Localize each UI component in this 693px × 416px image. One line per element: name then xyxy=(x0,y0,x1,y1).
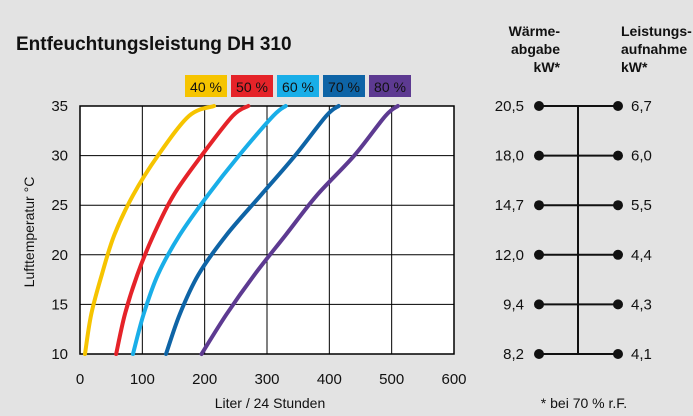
leistung-value: 4,3 xyxy=(631,296,652,313)
dot-right xyxy=(613,101,623,111)
dot-right xyxy=(613,200,623,211)
leistung-value: 6,7 xyxy=(631,98,652,115)
chart-title: Entfeuchtungsleistung DH 310 xyxy=(16,34,292,55)
legend-label: 80 % xyxy=(374,79,406,95)
series-line xyxy=(199,104,400,356)
leistung-value: 6,0 xyxy=(631,148,652,165)
waerme-value: 9,4 xyxy=(503,296,524,313)
dot-left xyxy=(534,200,544,211)
data-series xyxy=(82,104,400,356)
x-tick-label: 0 xyxy=(76,371,84,388)
header-waermeabgabe: abgabe xyxy=(511,41,560,57)
y-tick-label: 30 xyxy=(51,148,68,165)
leistung-value: 4,1 xyxy=(631,346,652,363)
legend-swatch xyxy=(185,75,227,97)
dot-left xyxy=(534,249,544,260)
y-tick-label: 25 xyxy=(51,197,68,214)
legend-label: 40 % xyxy=(190,79,222,95)
right-panel: Wärme-abgabe kW* Leistungs-aufnahme kW* 20,5… xyxy=(495,23,692,363)
series-line xyxy=(130,104,288,356)
x-tick-label: 400 xyxy=(317,371,342,388)
dot-left xyxy=(534,299,544,310)
waerme-value: 14,7 xyxy=(495,197,524,214)
y-tick-labels: 10 15 20 25 30 35 xyxy=(51,98,68,363)
legend: 40 % 50 % 60 % 70 % 80 % xyxy=(185,75,411,97)
leistung-value: 5,5 xyxy=(631,197,652,214)
x-tick-label: 200 xyxy=(192,371,217,388)
header-waermeabgabe: Wärme- xyxy=(509,23,561,39)
y-axis-label: Lufttemperatur °C xyxy=(21,177,37,288)
waerme-value: 12,0 xyxy=(495,247,524,264)
dot-left xyxy=(534,101,544,111)
waerme-value: 20,5 xyxy=(495,98,524,115)
dot-right xyxy=(613,249,623,260)
legend-label: 70 % xyxy=(328,79,360,95)
legend-swatch xyxy=(277,75,319,97)
dot-right xyxy=(613,349,623,359)
dot-right xyxy=(613,299,623,310)
dot-left xyxy=(534,150,544,161)
x-tick-label: 100 xyxy=(130,371,155,388)
header-waermeabgabe: kW* xyxy=(534,59,561,75)
legend-swatch xyxy=(231,75,273,97)
dot-right xyxy=(613,150,623,161)
x-tick-label: 600 xyxy=(441,371,466,388)
leistung-value: 4,4 xyxy=(631,247,652,264)
waerme-value: 18,0 xyxy=(495,148,524,165)
footnote: * bei 70 % r.F. xyxy=(541,395,627,411)
series-line xyxy=(82,104,217,356)
x-axis-label: Liter / 24 Stunden xyxy=(215,395,326,411)
legend-label: 60 % xyxy=(282,79,314,95)
header-leistungsaufnahme: Leistungs- xyxy=(621,23,692,39)
x-tick-label: 300 xyxy=(254,371,279,388)
x-tick-label: 500 xyxy=(379,371,404,388)
series-line xyxy=(114,104,251,356)
legend-swatch xyxy=(369,75,411,97)
header-leistungsaufnahme: aufnahme xyxy=(621,41,687,57)
y-tick-label: 15 xyxy=(51,296,68,313)
y-tick-label: 20 xyxy=(51,247,68,264)
legend-swatch xyxy=(323,75,365,97)
y-tick-label: 10 xyxy=(51,346,68,363)
waerme-value: 8,2 xyxy=(503,346,524,363)
x-tick-labels: 0 100 200 300 400 500 600 xyxy=(76,371,467,388)
header-leistungsaufnahme: kW* xyxy=(621,59,648,75)
dot-left xyxy=(534,349,544,359)
legend-label: 50 % xyxy=(236,79,268,95)
y-tick-label: 35 xyxy=(51,98,68,115)
series-line xyxy=(164,104,341,356)
